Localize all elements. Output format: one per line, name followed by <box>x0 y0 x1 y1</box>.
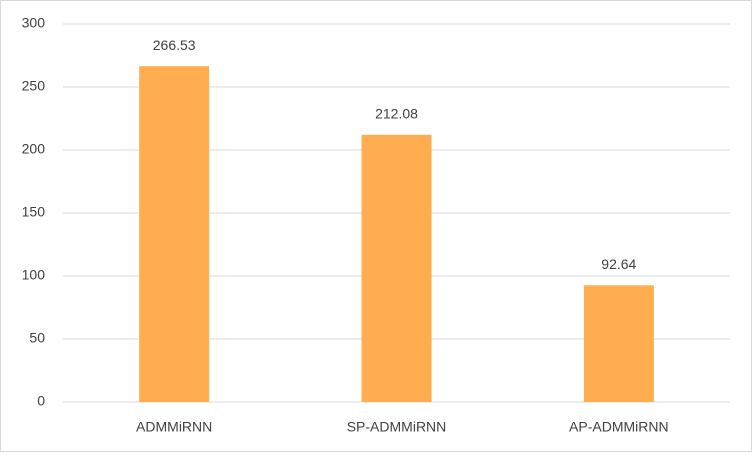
data-label: 266.53 <box>153 37 196 53</box>
y-tick-label: 300 <box>22 15 46 31</box>
x-tick-label: ADMMiRNN <box>136 419 212 435</box>
bar <box>583 285 654 402</box>
y-tick-label: 250 <box>22 78 46 94</box>
bar <box>139 66 210 402</box>
data-label: 92.64 <box>601 256 636 272</box>
y-tick-label: 150 <box>22 204 46 220</box>
y-tick-label: 200 <box>22 141 46 157</box>
y-tick-label: 50 <box>29 330 45 346</box>
x-tick-label: AP-ADMMiRNN <box>569 419 669 435</box>
bar <box>361 134 432 402</box>
x-tick-label: SP-ADMMiRNN <box>347 419 447 435</box>
y-tick-label: 0 <box>37 393 45 409</box>
y-tick-label: 100 <box>22 267 46 283</box>
data-label: 212.08 <box>375 105 418 121</box>
